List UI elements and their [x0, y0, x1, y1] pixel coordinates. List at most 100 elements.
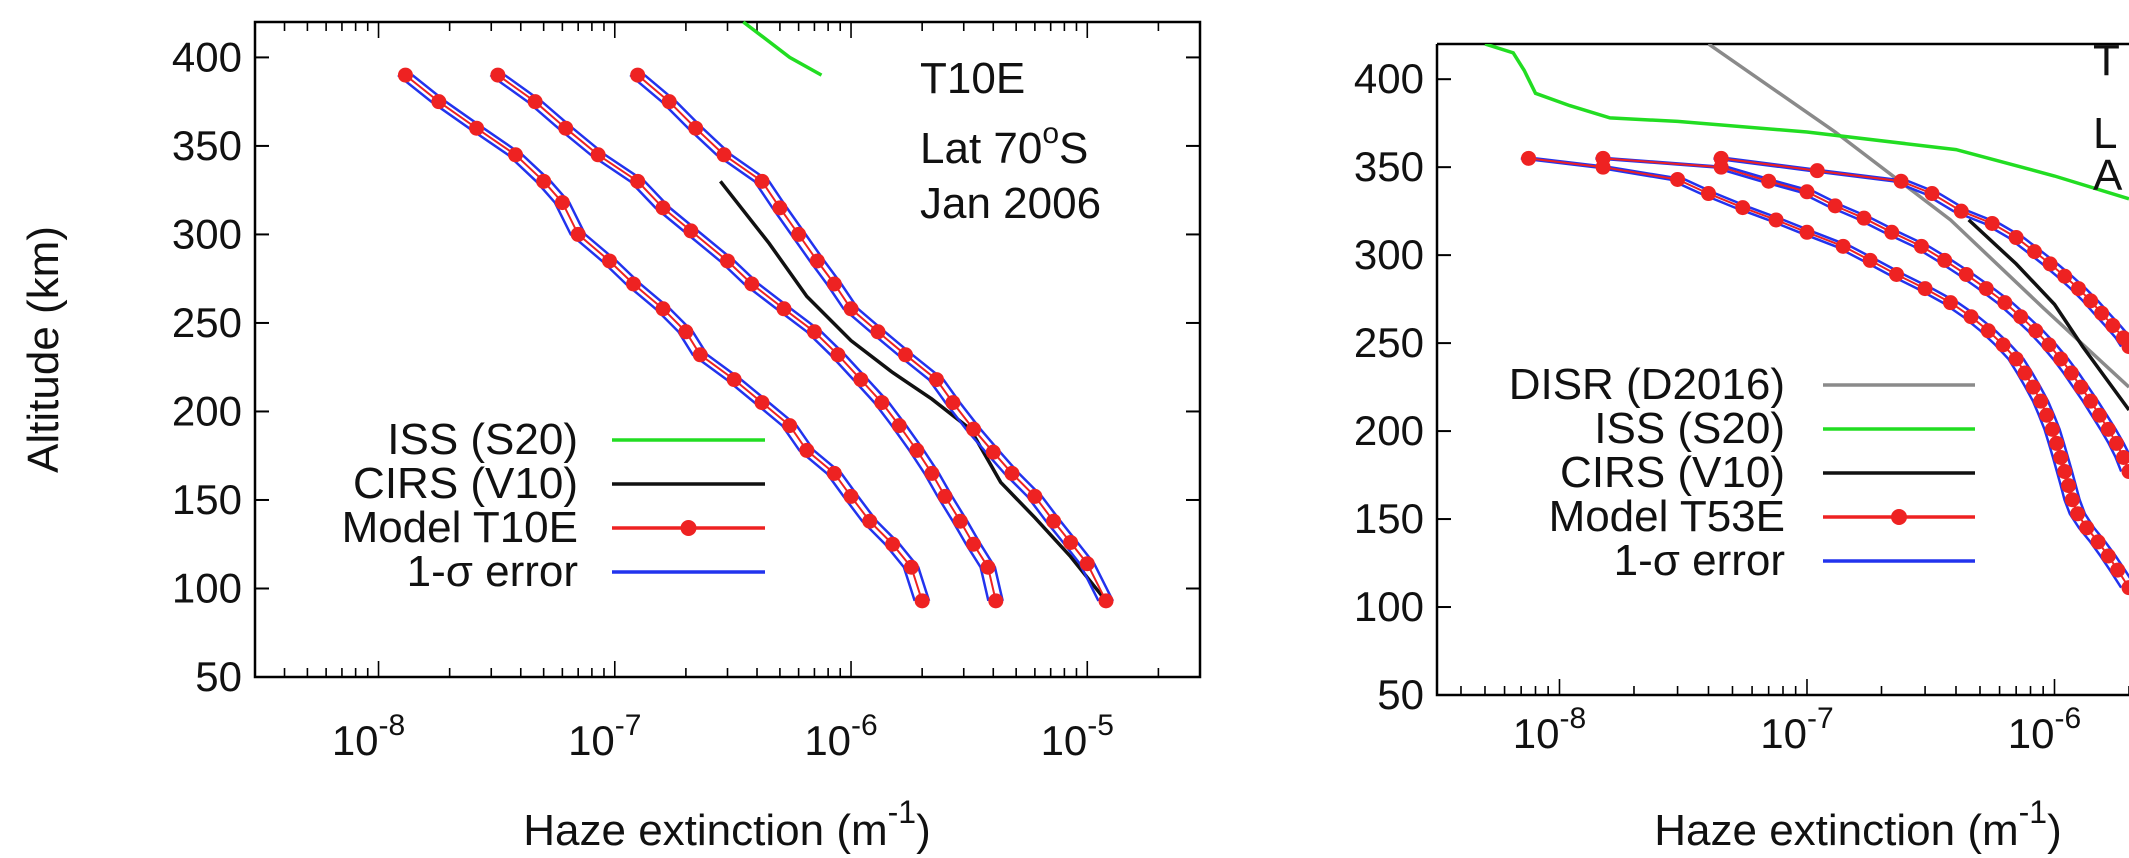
model-point	[2121, 464, 2129, 480]
legend-label: 1-σ error	[1614, 536, 1785, 585]
model-line-high	[1721, 157, 2129, 348]
legend-label: Model T10E	[342, 503, 578, 552]
cirs-line	[719, 180, 1108, 602]
error-line-lower	[397, 74, 916, 602]
model-point	[1958, 266, 1974, 282]
y-tick-label: 200	[1354, 407, 1424, 454]
model-point	[826, 465, 842, 481]
model-point	[1835, 238, 1851, 254]
model-point	[692, 347, 708, 363]
model-point	[928, 372, 944, 388]
model-point	[874, 395, 890, 411]
legend-label: CIRS (V10)	[1560, 448, 1785, 497]
model-point	[1980, 323, 1996, 339]
x-tick-label: 10-7	[568, 709, 641, 764]
model-point	[431, 94, 447, 110]
model-point	[2028, 323, 2044, 339]
model-point	[1063, 534, 1079, 550]
model-point	[1799, 184, 1815, 200]
model-point	[1889, 266, 1905, 282]
model-point	[2026, 244, 2042, 260]
model-point	[945, 395, 961, 411]
model-point	[985, 444, 1001, 460]
model-point	[2090, 534, 2106, 550]
y-tick-label: 200	[172, 387, 242, 434]
model-point	[2049, 435, 2065, 451]
model-point	[1004, 465, 1020, 481]
model-point	[754, 173, 770, 189]
panel-right: 400 350 300 250 200 150 100 50 10-8 10-7 10-6 Haze …	[1354, 36, 2129, 855]
model-point	[909, 442, 925, 458]
model-point	[2115, 449, 2129, 465]
model-point	[2100, 421, 2116, 437]
legend-label: Model T53E	[1549, 492, 1785, 541]
model-point	[862, 513, 878, 529]
model-point	[508, 147, 524, 163]
x-tick-label: 10-6	[804, 709, 877, 764]
model-point	[630, 67, 646, 83]
model-point	[966, 421, 982, 437]
legend: DISR (D2016)ISS (S20)CIRS (V10)Model T53…	[1509, 360, 1975, 585]
model-point	[853, 372, 869, 388]
model-point	[2083, 393, 2099, 409]
error-line-lower	[489, 74, 990, 602]
model-point	[1809, 163, 1825, 179]
annotation-line2: L	[2093, 109, 2117, 158]
model-point	[1768, 212, 1784, 228]
model-point	[1595, 150, 1611, 166]
iss-line	[1484, 44, 2129, 201]
model-point	[843, 301, 859, 317]
model-point	[806, 324, 822, 340]
model-point	[891, 418, 907, 434]
model-point	[2110, 562, 2126, 578]
legend-label: 1-σ error	[407, 547, 578, 596]
model-point	[791, 226, 807, 242]
annotation-line3: A	[2093, 151, 2123, 200]
model-point	[870, 324, 886, 340]
model-point	[602, 253, 618, 269]
x-tick-label: 10-8	[332, 709, 405, 764]
model-point	[1924, 186, 1940, 202]
model-point	[2121, 580, 2129, 596]
model-point	[1027, 488, 1043, 504]
annotation-line2: Lat 70oS	[920, 117, 1088, 173]
model-point	[2057, 464, 2073, 480]
model-point	[1942, 295, 1958, 311]
model-point	[2057, 268, 2073, 284]
model-point	[1079, 556, 1095, 572]
model-point	[558, 120, 574, 136]
model-point	[2079, 520, 2095, 536]
x-tick-label: 10-8	[1513, 702, 1586, 757]
model-point	[716, 147, 732, 163]
model-point	[2100, 548, 2116, 564]
series-group	[397, 20, 1115, 609]
model-point	[2105, 318, 2121, 334]
y-tick-label: 50	[1377, 671, 1424, 718]
model-point	[2042, 256, 2058, 272]
model-point	[966, 536, 982, 552]
legend-label: ISS (S20)	[387, 415, 578, 464]
model-point	[2070, 506, 2086, 522]
model-point	[744, 276, 760, 292]
model-point	[1893, 173, 1909, 189]
error-line-lower	[629, 74, 1100, 602]
model-point	[630, 173, 646, 189]
y-tick-label: 100	[1354, 583, 1424, 630]
y-tick-label: 400	[172, 33, 242, 80]
model-point	[655, 200, 671, 216]
model-point	[772, 200, 788, 216]
y-axis-title: Altitude (km)	[19, 226, 68, 473]
model-point	[683, 223, 699, 239]
model-point	[469, 120, 485, 136]
model-point	[536, 173, 552, 189]
model-point	[554, 195, 570, 211]
model-point	[937, 488, 953, 504]
model-point	[1978, 281, 1994, 297]
error-line-upper	[411, 74, 931, 602]
model-point	[2053, 351, 2069, 367]
model-point	[688, 120, 704, 136]
series-group	[1484, 44, 2129, 596]
legend-label: CIRS (V10)	[353, 459, 578, 508]
y-tick-label: 250	[172, 299, 242, 346]
